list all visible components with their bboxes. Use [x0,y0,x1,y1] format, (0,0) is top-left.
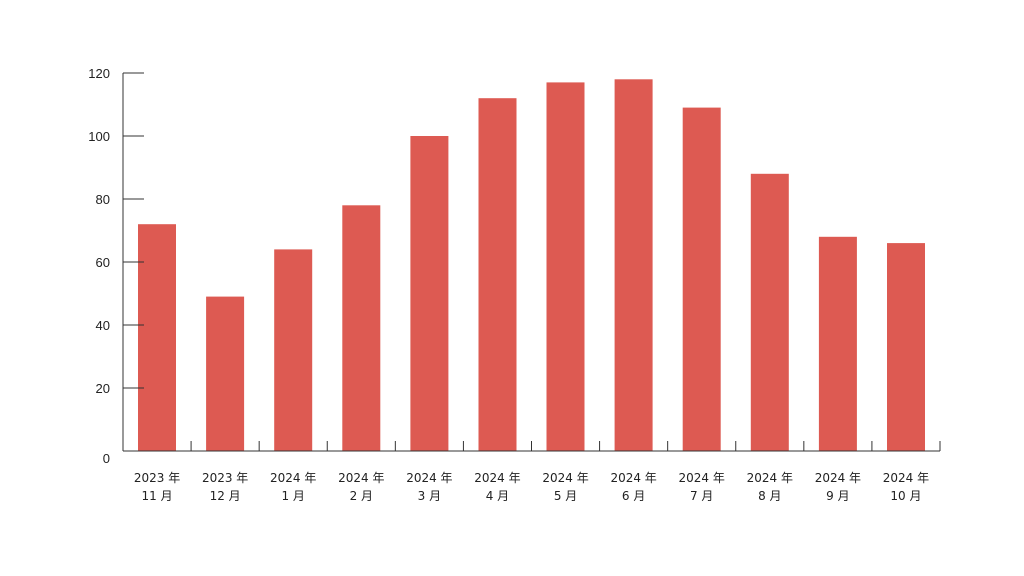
x-tick-label: 2024 年 7 月 [679,471,725,503]
x-tick-label: 2024 年 9 月 [815,471,861,503]
x-tick-label: 2024 年 4 月 [474,471,520,503]
bar [478,98,517,451]
x-tick-label-line: 2024 年 [679,471,725,485]
x-tick-label: 2024 年 8 月 [747,471,793,503]
x-tick-label-line: 2 月 [350,489,373,503]
bar [206,296,245,451]
x-tick-label-line: 7 月 [690,489,713,503]
x-tick-label: 2024 年 5 月 [542,471,588,503]
x-tick-label-line: 2023 年 [134,471,180,485]
bar [546,82,585,452]
x-tick-label-line: 12 月 [210,489,241,503]
bar [682,107,721,451]
bar [342,205,381,451]
x-tick-label-line: 8 月 [758,489,781,503]
bar [138,224,176,451]
x-tick-label-line: 2024 年 [610,471,656,485]
axis-layer [122,72,941,452]
x-tick-label-line: 5 月 [554,489,577,503]
y-tick-label: 120 [88,66,110,81]
x-tick-label-line: 6 月 [622,489,645,503]
bars-layer [138,79,925,452]
bar [818,236,857,451]
x-tick-label-line: 1 月 [281,489,304,503]
x-tick-label: 2024 年 1 月 [270,471,316,503]
bar [887,243,925,451]
x-tick-label-line: 3 月 [418,489,441,503]
x-tick-label-line: 10 月 [890,489,921,503]
y-tick-label: 0 [103,451,110,466]
labels-layer: 0 20 40 60 80 100 120 2023 年 11 月 2023 年 12 月 2024 … [88,66,929,503]
y-tick-label: 40 [96,318,110,333]
x-tick-label-line: 2024 年 [338,471,384,485]
x-tick-label-line: 2024 年 [270,471,316,485]
y-tick-label: 60 [96,255,110,270]
bar [750,173,789,452]
x-tick-label: 2024 年 3 月 [406,471,452,503]
bar [410,136,449,451]
x-tick-label-line: 11 月 [141,489,172,503]
y-tick-label: 80 [96,192,110,207]
x-tick-label: 2024 年 2 月 [338,471,384,503]
x-tick-label-line: 9 月 [826,489,849,503]
x-tick-label: 2024 年 6 月 [610,471,656,503]
x-tick-label-line: 2023 年 [202,471,248,485]
bar [614,79,653,452]
x-tick-label: 2023 年 12 月 [202,471,248,503]
x-tick-label: 2023 年 11 月 [134,471,180,503]
y-tick-label: 100 [88,129,110,144]
y-tick-label: 20 [96,381,110,396]
x-tick-label-line: 2024 年 [542,471,588,485]
x-tick-label-line: 2024 年 [406,471,452,485]
x-tick-label-line: 2024 年 [815,471,861,485]
x-tick-label: 2024 年 10 月 [883,471,929,503]
x-tick-label-line: 4 月 [486,489,509,503]
x-tick-label-line: 2024 年 [474,471,520,485]
bar [274,249,313,451]
x-tick-label-line: 2024 年 [747,471,793,485]
x-tick-label-line: 2024 年 [883,471,929,485]
